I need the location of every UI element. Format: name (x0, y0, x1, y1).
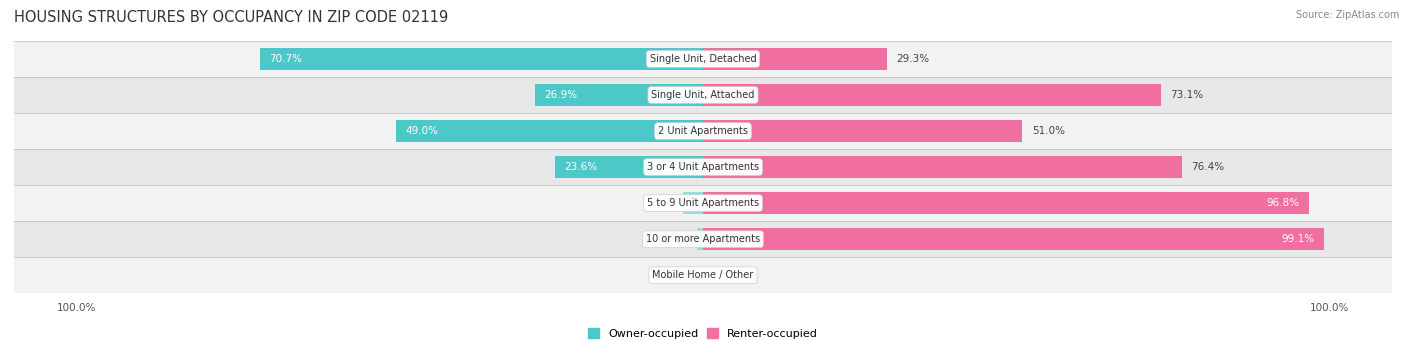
Bar (703, 120, 1022, 142)
Text: 2 Unit Apartments: 2 Unit Apartments (658, 126, 748, 136)
Text: 99.1%: 99.1% (1281, 234, 1315, 244)
Text: 23.6%: 23.6% (565, 162, 598, 172)
Bar (14, 149, 1392, 185)
Bar (14, 257, 1392, 293)
Text: Single Unit, Detached: Single Unit, Detached (650, 54, 756, 64)
Bar (14, 113, 1392, 149)
Bar (534, 84, 703, 106)
Text: 0.0%: 0.0% (664, 270, 690, 280)
Text: 3.2%: 3.2% (650, 198, 676, 208)
Text: 26.9%: 26.9% (544, 90, 576, 100)
Text: 96.8%: 96.8% (1267, 198, 1301, 208)
Bar (14, 41, 1392, 77)
Bar (14, 77, 1392, 113)
Legend: Owner-occupied, Renter-occupied: Owner-occupied, Renter-occupied (583, 324, 823, 341)
Bar (555, 156, 703, 178)
Text: 3 or 4 Unit Apartments: 3 or 4 Unit Apartments (647, 162, 759, 172)
Bar (14, 221, 1392, 257)
Text: 51.0%: 51.0% (1032, 126, 1064, 136)
Text: 49.0%: 49.0% (405, 126, 439, 136)
Text: 76.4%: 76.4% (1191, 162, 1225, 172)
Text: 73.1%: 73.1% (1170, 90, 1204, 100)
Text: 29.3%: 29.3% (896, 54, 929, 64)
Bar (14, 185, 1392, 221)
Text: 70.7%: 70.7% (270, 54, 302, 64)
Bar (396, 120, 703, 142)
Bar (683, 192, 703, 214)
Text: Source: ZipAtlas.com: Source: ZipAtlas.com (1295, 10, 1399, 20)
Bar (703, 48, 887, 70)
Bar (703, 228, 1323, 250)
Bar (703, 156, 1181, 178)
Text: HOUSING STRUCTURES BY OCCUPANCY IN ZIP CODE 02119: HOUSING STRUCTURES BY OCCUPANCY IN ZIP C… (14, 10, 449, 25)
Text: 10 or more Apartments: 10 or more Apartments (645, 234, 761, 244)
Text: 0.0%: 0.0% (716, 270, 742, 280)
Text: Single Unit, Attached: Single Unit, Attached (651, 90, 755, 100)
Text: Mobile Home / Other: Mobile Home / Other (652, 270, 754, 280)
Text: 0.92%: 0.92% (658, 234, 690, 244)
Bar (703, 192, 1309, 214)
Text: 5 to 9 Unit Apartments: 5 to 9 Unit Apartments (647, 198, 759, 208)
Bar (703, 84, 1161, 106)
Bar (697, 228, 703, 250)
Bar (260, 48, 703, 70)
